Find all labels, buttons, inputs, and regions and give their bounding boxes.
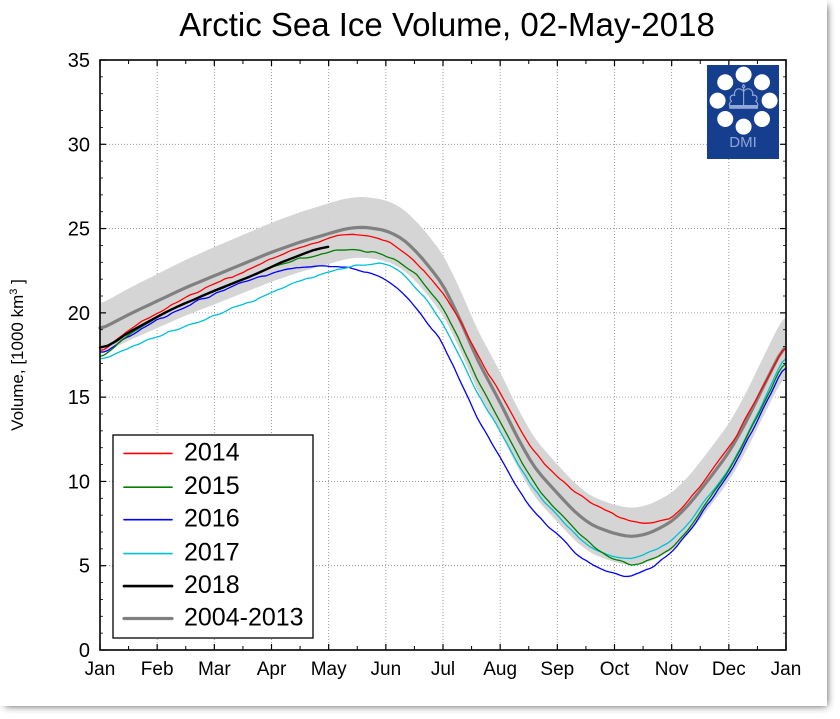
svg-text:10: 10 <box>68 471 90 493</box>
svg-text:2004-2013: 2004-2013 <box>184 604 304 632</box>
svg-text:2018: 2018 <box>184 571 240 599</box>
svg-text:Jan: Jan <box>771 659 802 680</box>
svg-text:2014: 2014 <box>184 438 240 466</box>
svg-text:Jan: Jan <box>85 659 116 680</box>
svg-text:Mar: Mar <box>198 659 231 680</box>
svg-text:Dec: Dec <box>712 659 746 680</box>
svg-text:Arctic Sea Ice Volume, 02-May-: Arctic Sea Ice Volume, 02-May-2018 <box>179 6 715 43</box>
svg-text:Apr: Apr <box>257 659 287 680</box>
svg-text:Nov: Nov <box>655 659 689 680</box>
svg-text:Sep: Sep <box>540 659 574 680</box>
svg-text:Aug: Aug <box>483 659 517 680</box>
svg-text:Jul: Jul <box>431 659 455 680</box>
svg-text:5: 5 <box>79 556 90 578</box>
svg-text:20: 20 <box>68 303 90 325</box>
svg-text:2015: 2015 <box>184 472 240 500</box>
svg-text:DMI: DMI <box>729 134 757 151</box>
svg-text:Oct: Oct <box>600 659 630 680</box>
svg-text:35: 35 <box>68 50 90 72</box>
svg-text:Volume, [1000 km3 ]: Volume, [1000 km3 ] <box>8 279 27 431</box>
svg-text:2016: 2016 <box>184 505 240 533</box>
svg-text:2017: 2017 <box>184 539 240 567</box>
svg-text:Jun: Jun <box>371 659 402 680</box>
svg-text:25: 25 <box>68 219 90 241</box>
svg-text:May: May <box>311 659 347 680</box>
svg-text:0: 0 <box>79 640 90 662</box>
svg-text:15: 15 <box>68 387 90 409</box>
svg-text:Feb: Feb <box>141 659 174 680</box>
svg-text:30: 30 <box>68 134 90 156</box>
